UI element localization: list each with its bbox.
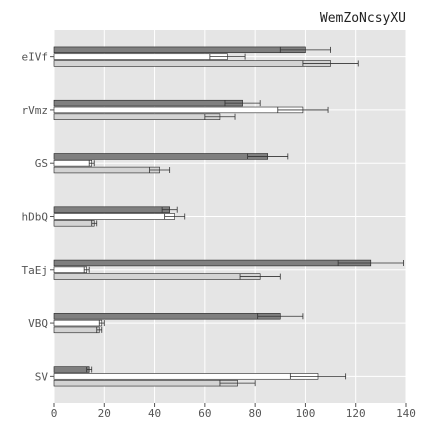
bar: [53, 206, 170, 213]
y-tick-label: rVmz: [22, 104, 49, 117]
bar: [53, 153, 269, 160]
y-tick-label: GS: [35, 157, 48, 170]
y-axis: SV VBQ TaEj hDbQ GS rVmz eIVf: [22, 51, 54, 383]
y-tick-label: TaEj: [22, 264, 49, 277]
bar: [53, 273, 261, 280]
chart-title: WemZoNcsyXU: [320, 11, 406, 26]
y-tick-label: VBQ: [28, 317, 48, 330]
bar: [53, 379, 238, 387]
y-tick-label: hDbQ: [22, 211, 49, 224]
y-tick-label: eIVf: [22, 51, 49, 64]
bar: [53, 373, 319, 380]
x-axis: 0 20 40 60 80 100 120 140: [51, 403, 416, 420]
error-bars: [83, 46, 404, 387]
bar: [53, 313, 281, 320]
x-tick-label: 60: [198, 407, 211, 420]
x-tick-label: 120: [346, 407, 366, 420]
x-tick-label: 20: [98, 407, 111, 420]
bar: [53, 160, 93, 167]
bar: [53, 220, 95, 227]
x-tick-label: 80: [249, 407, 262, 420]
bar: [53, 366, 90, 373]
bar: [53, 53, 228, 60]
x-tick-label: 0: [51, 407, 58, 420]
bar: [53, 213, 175, 220]
y-tick-label: SV: [35, 370, 49, 383]
bar: [53, 46, 306, 54]
bar: [53, 259, 372, 267]
x-tick-label: 140: [396, 407, 416, 420]
bar: [53, 60, 331, 67]
bar: [53, 326, 100, 334]
bar: [53, 106, 304, 114]
bar: [53, 319, 103, 327]
bar: [53, 166, 160, 174]
bar: [53, 113, 221, 120]
bar: [53, 266, 87, 273]
x-tick-label: 100: [295, 407, 315, 420]
bar: [53, 99, 243, 107]
x-tick-label: 40: [148, 407, 161, 420]
